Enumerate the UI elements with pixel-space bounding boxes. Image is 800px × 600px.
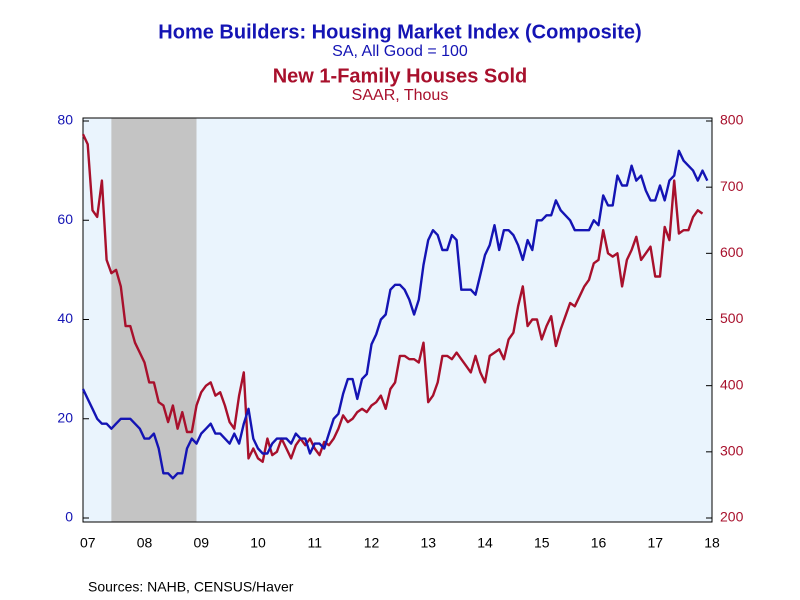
source-note: Sources: NAHB, CENSUS/Haver — [88, 579, 294, 595]
chart-title: New 1-Family Houses Sold — [273, 65, 528, 87]
y2-tick-label: 700 — [720, 178, 744, 194]
y-tick-label: 40 — [57, 310, 73, 326]
x-tick-label: 10 — [250, 535, 266, 551]
y2-tick-label: 600 — [720, 244, 744, 260]
x-tick-label: 08 — [137, 535, 153, 551]
x-tick-label: 18 — [704, 535, 720, 551]
chart-subtitle: SAAR, Thous — [352, 87, 449, 104]
x-tick-label: 11 — [307, 535, 322, 551]
series-line — [81, 149, 709, 480]
y-tick-label: 20 — [57, 409, 73, 425]
x-tick-label: 17 — [647, 535, 663, 551]
chart-subtitle: SA, All Good = 100 — [332, 43, 468, 60]
x-tick-label: 16 — [591, 535, 607, 551]
y2-tick-label: 400 — [720, 376, 744, 392]
chart-title: Home Builders: Housing Market Index (Com… — [158, 21, 641, 43]
x-tick-label: 15 — [534, 535, 550, 551]
y-tick-label: 60 — [57, 211, 73, 227]
x-tick-label: 13 — [420, 535, 436, 551]
x-tick-label: 12 — [364, 535, 380, 551]
y-tick-label: 0 — [65, 509, 73, 525]
x-tick-label: 07 — [80, 535, 96, 551]
x-tick-label: 09 — [193, 535, 209, 551]
y2-tick-label: 200 — [720, 509, 744, 525]
series-line — [81, 133, 704, 463]
y2-tick-label: 500 — [720, 310, 744, 326]
x-tick-label: 14 — [477, 535, 493, 551]
y-tick-label: 80 — [57, 112, 73, 128]
y2-tick-label: 300 — [720, 443, 744, 459]
y2-tick-label: 800 — [720, 112, 744, 128]
